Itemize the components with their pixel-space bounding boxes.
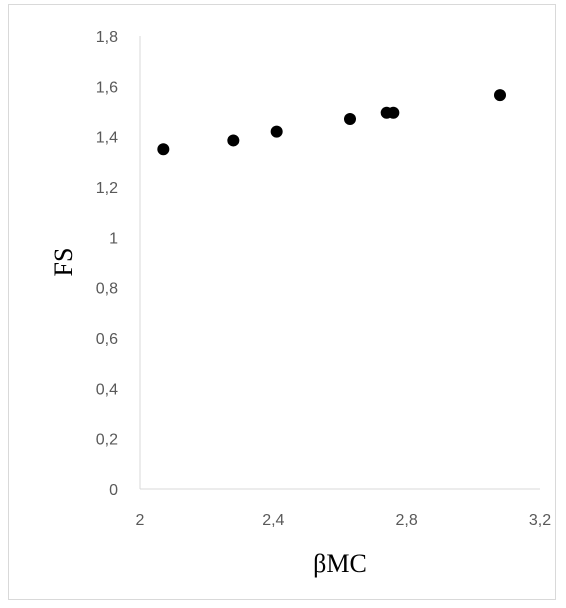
y-tick-label: 0,4 [96,381,118,398]
chart-frame [8,4,556,600]
data-point [270,125,283,138]
x-tick-label: 3,2 [529,512,551,529]
x-tick-label: 2,4 [262,512,284,529]
y-tick-label: 0,8 [96,281,118,298]
data-point [157,143,170,156]
y-tick-label: 1,2 [96,180,118,197]
y-axis-title: FS [49,248,78,277]
y-tick-labels: 0 0,2 0,4 0,6 0,8 1 1,2 1,4 1,6 1,8 [96,29,118,499]
y-tick-label: 0 [109,482,118,499]
y-tick-label: 0,6 [96,331,118,348]
data-point [344,113,356,126]
y-tick-label: 1 [109,230,118,247]
data-point [494,89,506,102]
x-tick-label: 2,8 [396,512,418,529]
data-point [227,134,240,147]
data-point [387,106,400,119]
x-axis-title: βMC [313,549,367,578]
y-tick-label: 0,2 [96,432,118,449]
y-tick-label: 1,6 [96,79,118,96]
y-tick-label: 1,4 [96,130,118,147]
y-tick-label: 1,8 [96,29,118,46]
x-tick-labels: 2 2,4 2,8 3,2 [136,512,552,529]
x-tick-label: 2 [136,512,145,529]
data-points [157,89,506,156]
